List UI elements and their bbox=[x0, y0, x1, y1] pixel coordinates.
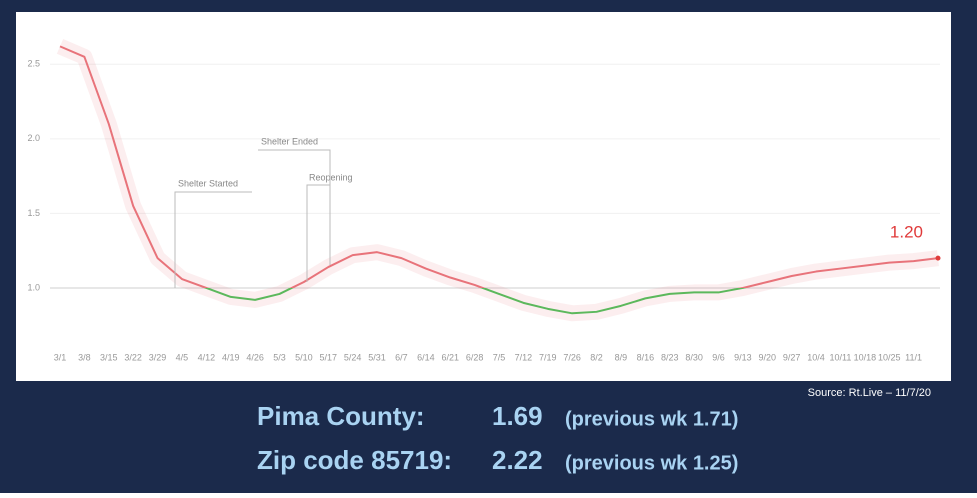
x-tick-label: 5/24 bbox=[344, 352, 362, 362]
x-tick-label: 4/5 bbox=[176, 352, 189, 362]
x-tick-label: 8/16 bbox=[637, 352, 655, 362]
x-tick-label: 10/4 bbox=[807, 352, 825, 362]
x-tick-label: 3/1 bbox=[54, 352, 67, 362]
x-tick-label: 3/29 bbox=[149, 352, 167, 362]
summary-label: Zip code 85719: bbox=[257, 445, 452, 475]
plot-background bbox=[16, 12, 951, 381]
source: Source: Rt.Live – 11/7/20 bbox=[808, 387, 931, 399]
summary-note: (previous wk 1.25) bbox=[565, 452, 738, 474]
x-tick-label: 10/25 bbox=[878, 352, 901, 362]
x-tick-label: 5/3 bbox=[273, 352, 286, 362]
x-tick-label: 5/10 bbox=[295, 352, 313, 362]
x-tick-label: 7/5 bbox=[493, 352, 506, 362]
rt-line-below bbox=[203, 287, 748, 315]
x-tick-label: 9/13 bbox=[734, 352, 752, 362]
y-tick-label: 2.0 bbox=[27, 133, 40, 143]
x-tick-label: 3/15 bbox=[100, 352, 118, 362]
x-tick-label: 7/26 bbox=[563, 352, 581, 362]
x-tick-label: 8/2 bbox=[590, 352, 603, 362]
x-tick-label: 5/31 bbox=[368, 352, 386, 362]
summary-label: Pima County: bbox=[257, 401, 425, 431]
x-tick-label: 3/8 bbox=[78, 352, 91, 362]
x-tick-label: 8/30 bbox=[685, 352, 703, 362]
end-point bbox=[935, 255, 941, 261]
x-tick-label: 3/22 bbox=[124, 352, 142, 362]
annotation-line bbox=[258, 149, 331, 265]
x-tick-label: 7/19 bbox=[539, 352, 557, 362]
annotation: Shelter Ended bbox=[261, 136, 318, 146]
summary-value: 2.22 bbox=[492, 445, 543, 475]
summary-note: (previous wk 1.71) bbox=[565, 408, 738, 430]
x-tick-label: 9/20 bbox=[759, 352, 777, 362]
rt-line-above bbox=[59, 45, 939, 288]
x-tick-label: 7/12 bbox=[515, 352, 533, 362]
x-tick-label: 9/6 bbox=[712, 352, 725, 362]
annotation-line bbox=[174, 191, 252, 288]
x-tick-label: 6/28 bbox=[466, 352, 484, 362]
summary-value: 1.69 bbox=[492, 401, 543, 431]
x-tick-label: 10/18 bbox=[854, 352, 877, 362]
x-tick-label: 10/11 bbox=[830, 352, 852, 362]
x-tick-label: 5/17 bbox=[320, 352, 338, 362]
x-tick-label: 11/1 bbox=[905, 352, 922, 362]
annotation: Reopening bbox=[309, 172, 353, 182]
y-tick-label: 1.5 bbox=[27, 208, 40, 218]
x-tick-label: 4/26 bbox=[246, 352, 264, 362]
x-tick-label: 4/19 bbox=[222, 352, 240, 362]
x-tick-label: 9/27 bbox=[783, 352, 801, 362]
x-tick-label: 8/9 bbox=[615, 352, 628, 362]
annotation-line bbox=[306, 184, 330, 282]
x-tick-label: 6/7 bbox=[395, 352, 408, 362]
x-tick-label: 6/14 bbox=[417, 352, 435, 362]
y-tick-label: 1.0 bbox=[27, 282, 40, 292]
y-tick-label: 2.5 bbox=[27, 59, 40, 69]
end-label: 1.20 bbox=[890, 223, 923, 242]
x-tick-label: 8/23 bbox=[661, 352, 679, 362]
x-tick-label: 6/21 bbox=[441, 352, 459, 362]
annotation: Shelter Started bbox=[178, 178, 238, 188]
x-tick-label: 4/12 bbox=[198, 352, 216, 362]
